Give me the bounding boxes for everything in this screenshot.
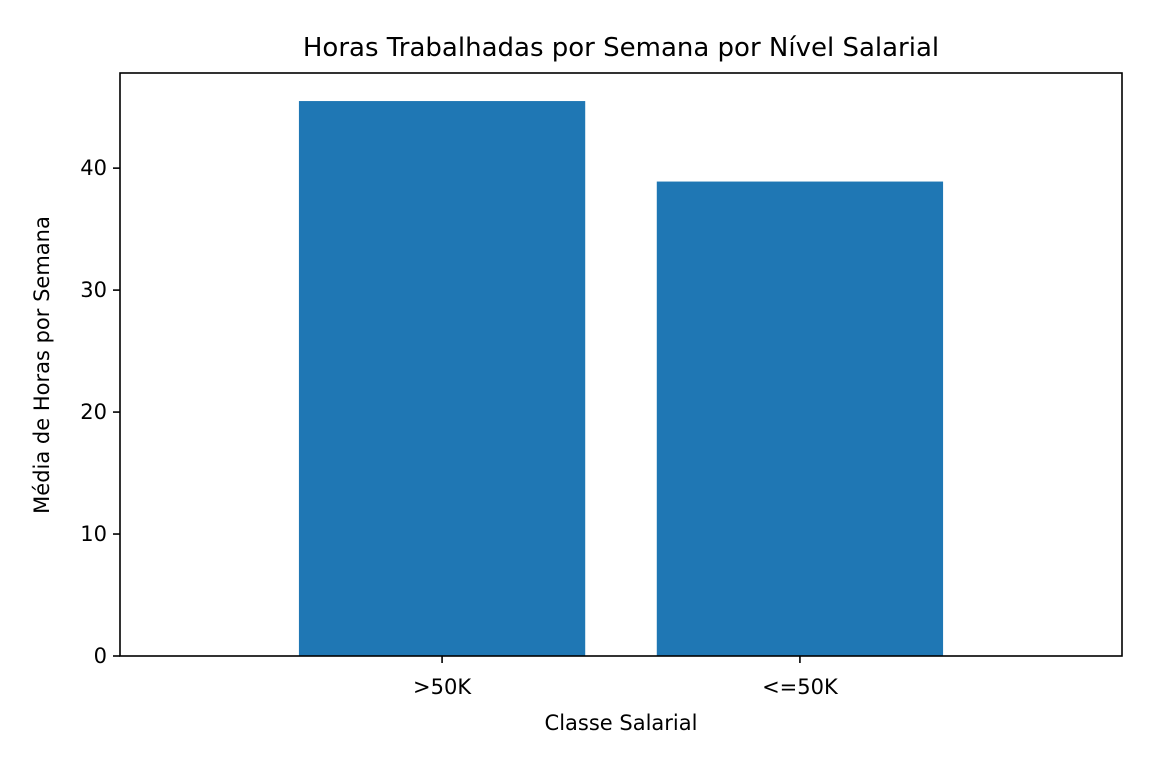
y-tick-label: 40 [80, 156, 107, 180]
x-axis-label: Classe Salarial [545, 711, 698, 735]
bars-group [298, 101, 944, 656]
y-tick-label: 30 [80, 278, 107, 302]
bar-1 [656, 181, 944, 656]
plot-frame [119, 72, 1123, 657]
x-tick-label: <=50K [762, 675, 839, 699]
x-tick-label: >50K [413, 675, 472, 699]
y-axis-label: Média de Horas por Semana [30, 216, 54, 514]
y-tick-label: 10 [80, 522, 107, 546]
y-tick-label: 20 [80, 400, 107, 424]
bar-0 [298, 101, 586, 656]
y-tick-label: 0 [94, 644, 107, 668]
chart-title: Horas Trabalhadas por Semana por Nível S… [303, 33, 939, 63]
y-axis: 0 10 20 30 40 [80, 156, 120, 668]
x-axis: >50K <=50K [413, 656, 839, 699]
